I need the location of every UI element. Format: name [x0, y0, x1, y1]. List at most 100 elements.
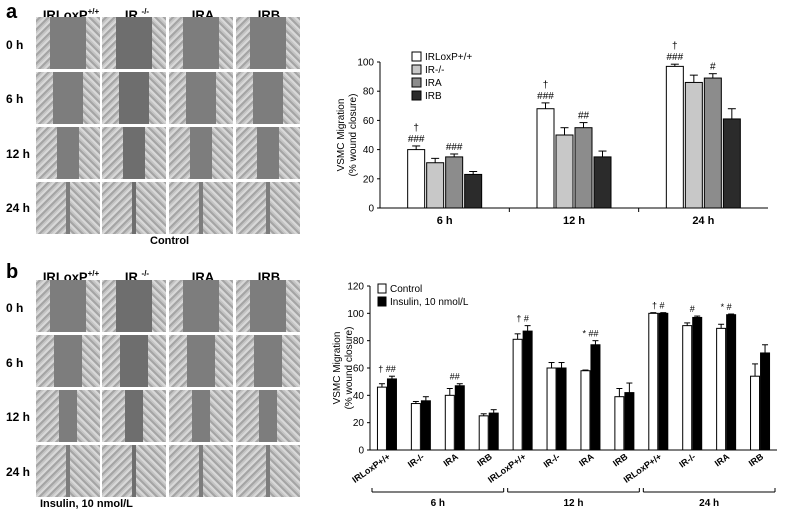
bar [624, 392, 635, 451]
bar [682, 325, 693, 451]
significance-mark: † ## [378, 364, 396, 374]
legend-swatch [411, 77, 422, 88]
bar [665, 65, 684, 209]
significance-mark: † [543, 80, 549, 91]
bar [478, 415, 489, 451]
x-category-label: IR-/- [542, 451, 562, 469]
micrograph-tile [102, 182, 166, 234]
micrograph-tile [169, 280, 233, 332]
x-category-label: IR-/- [406, 451, 426, 469]
micrograph-tile [36, 280, 100, 332]
bar [410, 403, 421, 451]
bar [445, 156, 464, 209]
bar [556, 367, 567, 451]
y-tick-label: 60 [363, 116, 375, 127]
micrograph-tile [236, 127, 300, 179]
bar [614, 396, 625, 451]
bar [722, 118, 741, 209]
bar [488, 412, 499, 451]
x-category-label: IRA [713, 451, 732, 468]
panel-b-letter: b [6, 261, 19, 283]
legend-label: IRB [425, 91, 442, 102]
bar [692, 316, 703, 451]
micrograph-tile [36, 445, 100, 497]
y-axis-label-line: VSMC Migration [336, 99, 347, 172]
bar [716, 327, 727, 451]
panel-b-row-6h: 6 h [6, 356, 24, 370]
micrograph-tile [169, 335, 233, 387]
micrograph-tile [102, 17, 166, 69]
y-tick-label: 0 [358, 446, 364, 457]
micrograph-tile [102, 72, 166, 124]
micrograph-tile [236, 335, 300, 387]
panel-a-row-0h: 0 h [6, 38, 24, 52]
chart-a: 0 20 40 60 80 100 VSMC Migration(% wound closu… [336, 41, 768, 227]
micrograph-tile [36, 335, 100, 387]
legend-label: IRA [425, 78, 442, 89]
x-category-label: IR-/- [677, 451, 697, 469]
micrograph-tile [169, 17, 233, 69]
y-tick-label: 40 [353, 391, 365, 402]
significance-mark: ### [446, 142, 463, 153]
y-tick-label: 120 [347, 282, 364, 293]
micrograph-tile [102, 127, 166, 179]
bar [376, 386, 387, 451]
significance-mark: * # [721, 302, 732, 312]
panel-a-row-12h: 12 h [6, 147, 31, 161]
panel-b-row-12h: 12 h [6, 410, 31, 424]
bar [658, 312, 669, 451]
legend-label: IR-/- [425, 65, 444, 76]
legend-swatch [411, 64, 422, 75]
bar [546, 367, 557, 451]
y-tick-label: 100 [357, 58, 374, 69]
bar [426, 162, 445, 209]
micrograph-tile [169, 127, 233, 179]
y-tick-label: 60 [353, 364, 365, 375]
micrograph-tile [236, 72, 300, 124]
panel-b-row-24h: 24 h [6, 465, 31, 479]
micrograph-tile [102, 445, 166, 497]
bar [580, 370, 591, 451]
bar [703, 77, 722, 209]
significance-mark: ### [537, 91, 554, 102]
bar [760, 352, 771, 451]
y-axis-label-line: (% wound closure) [344, 327, 355, 410]
y-tick-label: 80 [353, 336, 365, 347]
x-category-label: IRA [442, 451, 461, 468]
significance-mark: ## [578, 111, 590, 122]
bar [420, 400, 431, 451]
panel-a-row-6h: 6 h [6, 92, 24, 106]
y-axis-label-line: (% wound closure) [348, 94, 359, 177]
bar [750, 375, 761, 451]
x-category-label: 24 h [692, 215, 714, 227]
significance-mark: † [413, 123, 419, 134]
bar [444, 394, 455, 451]
panel-b-row-0h: 0 h [6, 301, 24, 315]
x-group-label: 24 h [699, 498, 719, 509]
bar [555, 134, 574, 209]
bar [574, 127, 593, 209]
panel-b-caption: Insulin, 10 nmol/L [40, 498, 133, 510]
bar [464, 173, 483, 209]
micrograph-tile [102, 335, 166, 387]
significance-mark: ## [450, 372, 460, 382]
significance-mark: † [672, 41, 678, 52]
x-group-label: 6 h [431, 498, 445, 509]
micrograph-tile [36, 390, 100, 442]
legend-swatch [411, 90, 422, 101]
legend-label: Insulin, 10 nmol/L [390, 297, 469, 308]
y-axis-label: VSMC Migration(% wound closure) [332, 327, 355, 410]
bar [454, 385, 465, 451]
bar [648, 312, 659, 451]
micrograph-tile [236, 445, 300, 497]
micrograph-tile [236, 182, 300, 234]
chart-b: 0 20 40 60 80 100 120 VSMC Migration(% wound cl… [332, 282, 777, 509]
significance-mark: * ## [582, 329, 598, 339]
micrograph-tile [36, 127, 100, 179]
y-axis-label: VSMC Migration(% wound closure) [336, 94, 359, 177]
significance-mark: † # [652, 301, 665, 311]
x-group-label: 12 h [563, 498, 583, 509]
bar [512, 338, 523, 451]
bar [726, 314, 737, 451]
x-category-label: IRLoxP+/+ [622, 451, 664, 484]
